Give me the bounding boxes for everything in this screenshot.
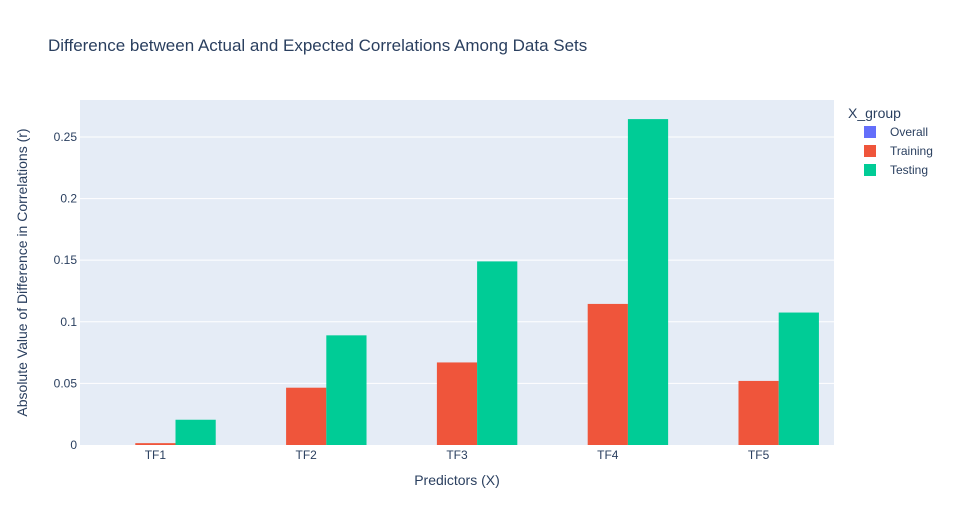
x-tick-label: TF2 <box>296 448 318 462</box>
bars <box>135 119 819 446</box>
x-axis-title: Predictors (X) <box>414 472 500 488</box>
y-tick-label: 0.25 <box>54 130 78 144</box>
bar-testing-tf5 <box>778 312 819 445</box>
bar-training-tf5 <box>738 380 779 445</box>
y-axis-title: Absolute Value of Difference in Correlat… <box>14 128 30 416</box>
legend-swatch-training[interactable] <box>864 145 876 157</box>
bar-testing-tf2 <box>326 335 367 445</box>
legend-label-overall[interactable]: Overall <box>890 125 928 139</box>
bar-training-tf4 <box>587 303 628 445</box>
legend-swatch-overall[interactable] <box>864 126 876 138</box>
y-tick-label: 0.2 <box>60 192 77 206</box>
x-tick-labels: TF1 TF2 TF3 TF4 TF5 <box>145 448 770 462</box>
legend-title: X_group <box>848 105 901 121</box>
bar-training-tf3 <box>436 362 478 445</box>
y-tick-label: 0 <box>70 438 77 452</box>
x-tick-label: TF1 <box>145 448 167 462</box>
x-tick-label: TF3 <box>446 448 468 462</box>
legend-swatch-testing[interactable] <box>864 164 876 176</box>
y-tick-label: 0.15 <box>54 253 78 267</box>
bar-training-tf1 <box>135 443 176 445</box>
bar-testing-tf3 <box>477 261 518 445</box>
y-tick-label: 0.05 <box>54 376 78 390</box>
bar-testing-tf4 <box>627 119 669 446</box>
legend: X_group Overall Training Testing <box>848 105 933 177</box>
bar-testing-tf1 <box>175 419 216 445</box>
legend-label-testing[interactable]: Testing <box>890 163 928 177</box>
x-tick-label: TF4 <box>597 448 619 462</box>
bar-training-tf2 <box>286 387 327 445</box>
legend-label-training[interactable]: Training <box>890 144 933 158</box>
chart-title: Difference between Actual and Expected C… <box>48 36 587 55</box>
y-tick-label: 0.1 <box>60 315 77 329</box>
y-tick-labels: 0 0.05 0.1 0.15 0.2 0.25 <box>54 130 78 452</box>
x-tick-label: TF5 <box>748 448 770 462</box>
gridlines <box>80 136 834 384</box>
